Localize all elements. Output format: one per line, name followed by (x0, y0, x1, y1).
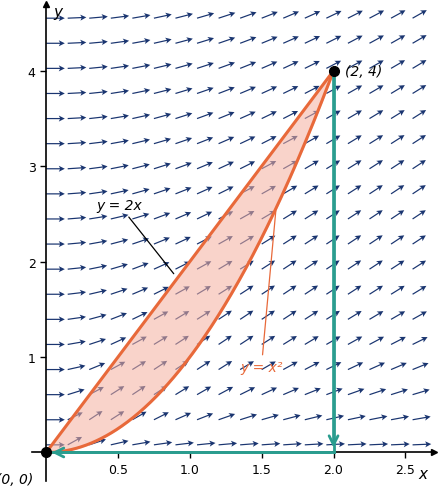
Text: y: y (53, 5, 62, 20)
Text: y = x²: y = x² (240, 211, 282, 375)
Text: y = 2x: y = 2x (96, 199, 173, 274)
Text: (0, 0): (0, 0) (0, 472, 33, 486)
Text: x: x (417, 466, 426, 481)
Text: (2, 4): (2, 4) (344, 64, 381, 79)
